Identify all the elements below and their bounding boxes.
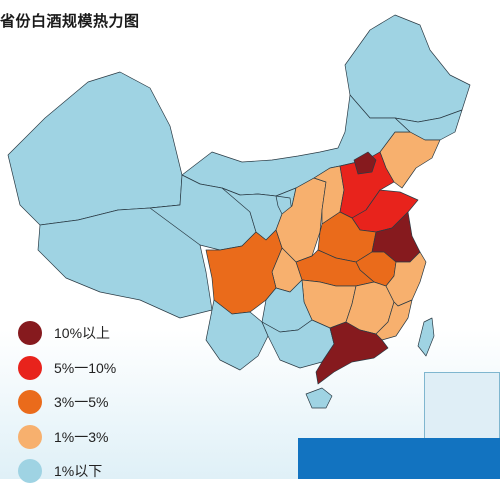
- legend-item: 1%以下: [18, 454, 116, 489]
- legend-item: 5%一10%: [18, 351, 116, 386]
- legend-item: 3%一5%: [18, 385, 116, 420]
- legend-label: 5%一10%: [54, 359, 117, 376]
- legend-label: 1%一3%: [54, 428, 109, 445]
- south-china-sea-inset: [424, 372, 500, 440]
- china-map: [7, 14, 471, 409]
- legend-swatch: [18, 355, 42, 380]
- footer-bar: [298, 438, 500, 479]
- legend-item: 10%以上: [18, 316, 116, 351]
- legend-label: 3%一5%: [54, 394, 109, 411]
- region-Hainan: [305, 387, 333, 409]
- map-title: 省份白酒规模热力图: [0, 12, 140, 30]
- region-Beijing: [353, 151, 377, 175]
- legend-label: 1%以下: [54, 463, 103, 480]
- legend: 10%以上 5%一10% 3%一5% 1%一3% 1%以下: [18, 316, 116, 489]
- region-Xinjiang: [7, 71, 183, 226]
- region-Taiwan: [417, 317, 435, 357]
- region-Heilongjiang: [344, 14, 471, 123]
- legend-swatch: [18, 459, 42, 484]
- legend-label: 10%以上: [54, 325, 111, 342]
- legend-swatch: [18, 390, 42, 415]
- region-Guangdong: [315, 321, 389, 385]
- region-Xizang: [37, 204, 213, 319]
- legend-swatch: [18, 321, 42, 346]
- legend-item: 1%一3%: [18, 420, 116, 455]
- legend-swatch: [18, 424, 42, 449]
